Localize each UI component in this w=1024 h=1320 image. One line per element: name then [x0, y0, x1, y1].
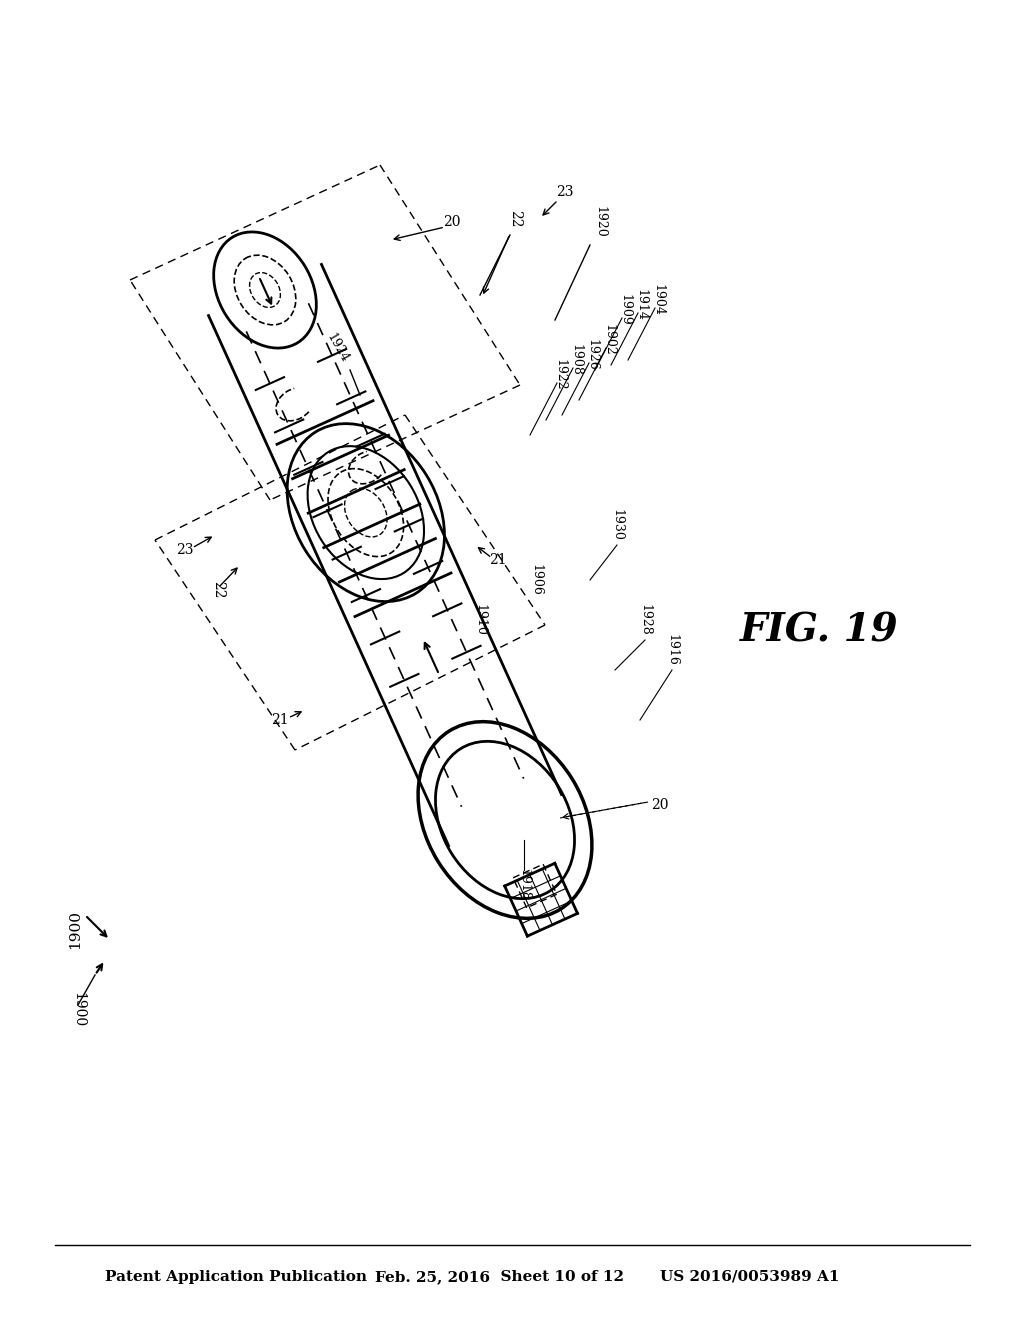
Text: 1924: 1924 [324, 331, 350, 366]
Text: 1920: 1920 [594, 206, 606, 238]
Text: 1914: 1914 [635, 289, 647, 321]
Text: 23: 23 [176, 543, 194, 557]
Text: 1910: 1910 [473, 605, 486, 636]
Text: 1902: 1902 [602, 325, 615, 356]
Text: Patent Application Publication: Patent Application Publication [105, 1270, 367, 1284]
Text: 1906: 1906 [529, 564, 543, 595]
Text: FIG. 19: FIG. 19 [740, 611, 899, 649]
Text: 1928: 1928 [639, 605, 651, 636]
Text: 20: 20 [651, 799, 669, 812]
Text: 1918: 1918 [517, 869, 530, 902]
Text: US 2016/0053989 A1: US 2016/0053989 A1 [660, 1270, 840, 1284]
Text: Sheet 10 of 12: Sheet 10 of 12 [490, 1270, 624, 1284]
Text: 1909: 1909 [618, 294, 632, 326]
Text: 21: 21 [271, 713, 289, 727]
Text: 1916: 1916 [666, 634, 679, 665]
Text: 1900: 1900 [71, 993, 85, 1027]
Text: 21: 21 [489, 553, 507, 568]
Text: 1930: 1930 [610, 510, 624, 541]
Text: 1908: 1908 [569, 345, 583, 376]
Text: 1926: 1926 [586, 339, 598, 371]
Text: 23: 23 [556, 185, 573, 199]
Text: Feb. 25, 2016: Feb. 25, 2016 [375, 1270, 490, 1284]
Text: 22: 22 [508, 210, 522, 228]
Text: 20: 20 [443, 215, 461, 228]
Text: 1922: 1922 [554, 359, 566, 391]
Text: 22: 22 [211, 581, 225, 599]
Text: 1904: 1904 [651, 284, 665, 315]
Text: 1900: 1900 [68, 909, 82, 949]
